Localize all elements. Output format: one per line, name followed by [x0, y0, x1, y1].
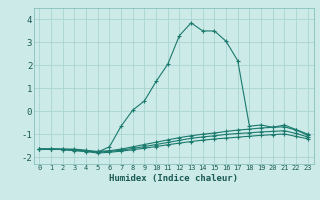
- X-axis label: Humidex (Indice chaleur): Humidex (Indice chaleur): [109, 174, 238, 183]
